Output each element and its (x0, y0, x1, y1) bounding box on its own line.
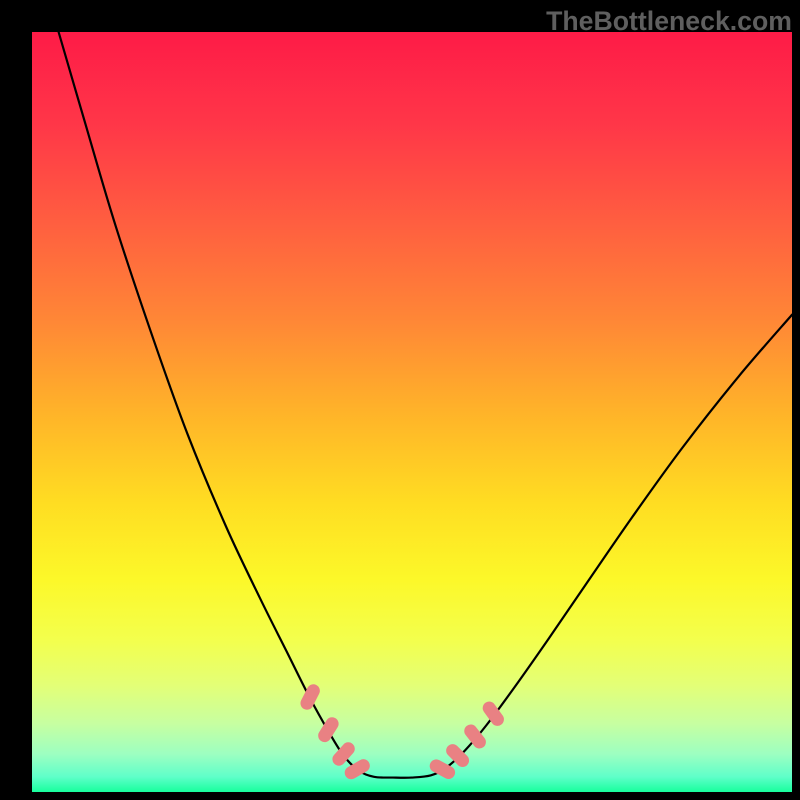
plot-area (32, 32, 792, 792)
curve-svg (32, 32, 792, 792)
bottleneck-curve (59, 32, 792, 778)
curve-marker (330, 740, 356, 767)
watermark-text: TheBottleneck.com (546, 6, 792, 37)
curve-group (59, 32, 792, 778)
chart-container: TheBottleneck.com (0, 0, 800, 800)
curve-marker (316, 715, 340, 743)
markers-group (299, 683, 506, 781)
curve-marker (299, 683, 321, 712)
